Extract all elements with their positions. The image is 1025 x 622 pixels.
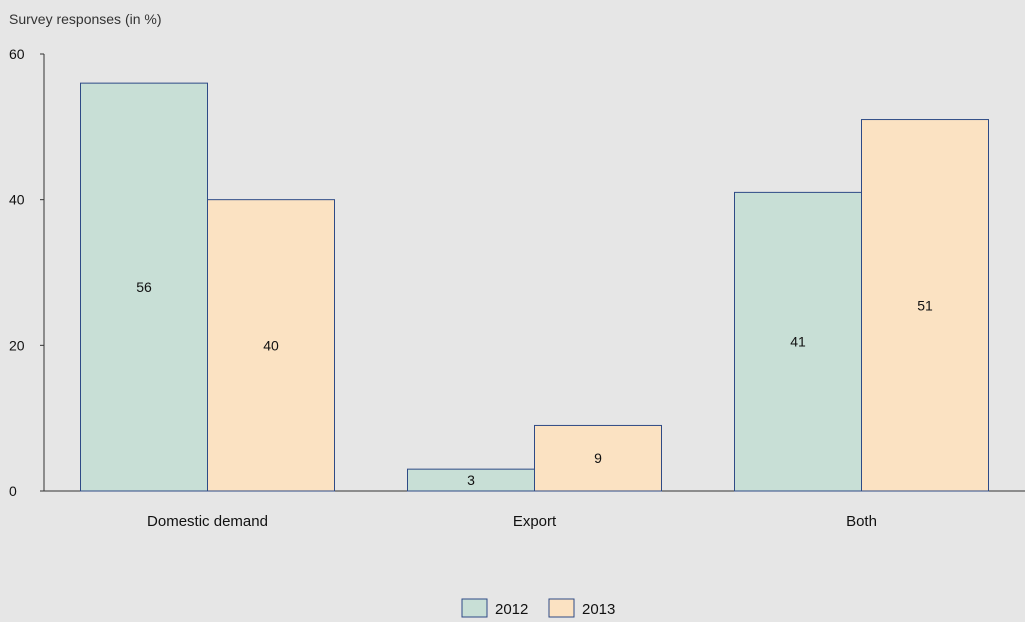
y-axis-label: Survey responses (in %) xyxy=(9,11,162,27)
y-tick-label: 40 xyxy=(9,192,25,208)
bar-2013-0 xyxy=(207,199,335,492)
data-label: 56 xyxy=(136,279,152,295)
bar-2013-1 xyxy=(534,424,662,492)
legend-label-2013: 2013 xyxy=(582,601,615,618)
bars xyxy=(80,82,989,492)
bar-2012-0 xyxy=(80,82,208,492)
y-tick-label: 60 xyxy=(9,46,25,62)
data-label: 9 xyxy=(594,450,602,466)
legend-label-2012: 2012 xyxy=(495,601,528,618)
legend: 2012 2013 xyxy=(461,598,615,618)
legend-swatch-2012 xyxy=(461,598,488,618)
bar-2013-2 xyxy=(861,119,989,492)
data-labels: 56 40 3 9 41 51 xyxy=(136,279,933,488)
bar-2012-2 xyxy=(734,191,862,492)
y-tick-label: 20 xyxy=(9,337,25,353)
x-tick-label: Both xyxy=(846,513,877,530)
data-label: 51 xyxy=(917,297,933,313)
x-tick-label: Domestic demand xyxy=(147,513,268,530)
data-label: 40 xyxy=(263,337,279,353)
x-tick-label: Export xyxy=(513,513,557,530)
legend-swatch-2013 xyxy=(548,598,575,618)
data-label: 3 xyxy=(467,472,475,488)
data-label: 41 xyxy=(790,334,806,350)
y-tick-label: 0 xyxy=(9,483,17,499)
